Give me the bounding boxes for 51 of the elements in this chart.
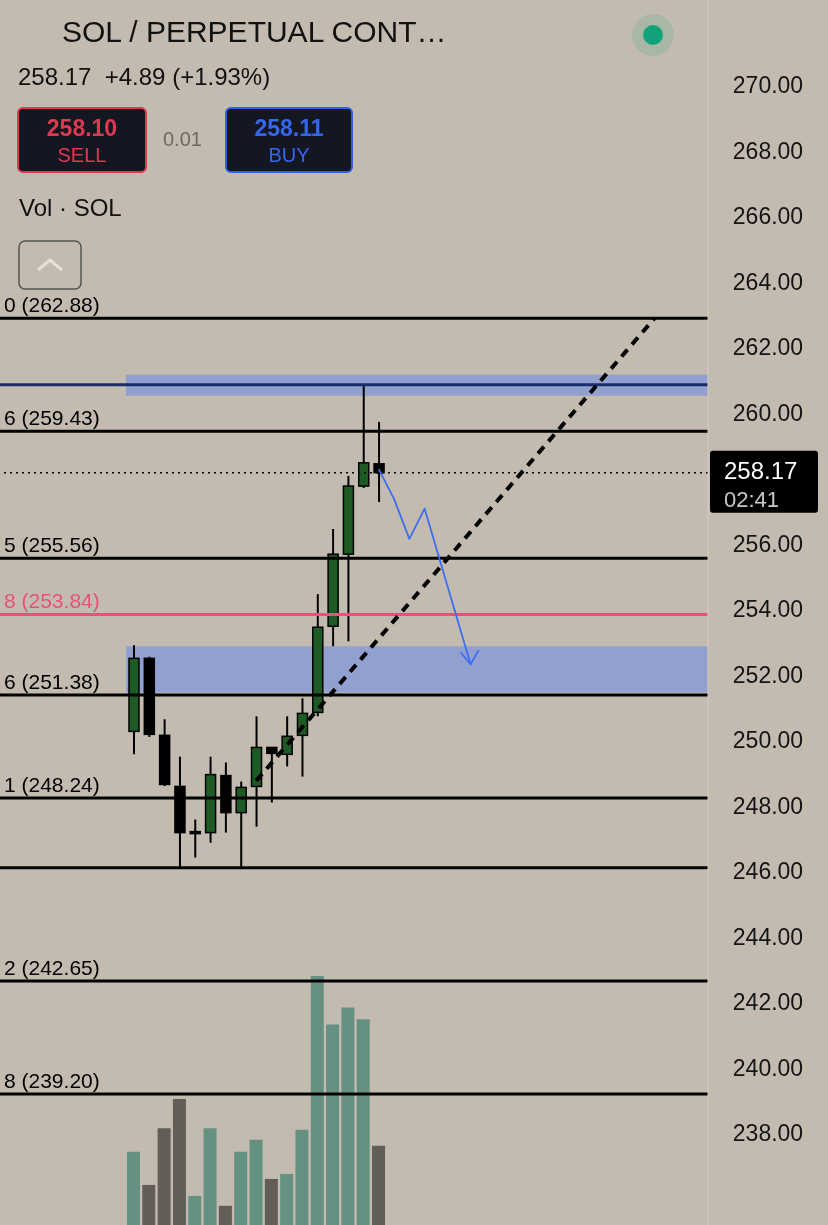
y-tick-label: 266.00 <box>732 203 804 230</box>
annotation: 258.11 <box>253 115 325 142</box>
ref-line-label: 2 (242.65) <box>4 955 100 979</box>
y-tick-label: 250.00 <box>732 727 804 754</box>
y-tick-label: 244.00 <box>732 923 804 950</box>
bar <box>218 1205 232 1225</box>
bar <box>326 1024 340 1225</box>
y-tick-label: 246.00 <box>732 858 804 885</box>
bar <box>188 1195 202 1225</box>
y-tick-label: 238.00 <box>732 1120 804 1147</box>
bar <box>356 1019 370 1225</box>
bar <box>157 1128 171 1225</box>
ref-line-label: 5 (255.56) <box>4 533 100 557</box>
y-tick-label: 252.00 <box>732 661 804 688</box>
text: SOL / PERPETUAL CONT… <box>62 15 447 49</box>
ref-line-label: 258.17 <box>724 456 798 484</box>
bar <box>280 1173 294 1225</box>
bar <box>264 1178 278 1225</box>
bar <box>341 1007 355 1225</box>
ref-line-label: 6 (259.43) <box>4 406 100 430</box>
text: Vol · SOL <box>19 194 122 222</box>
y-tick-label: 248.00 <box>732 792 804 819</box>
bar <box>203 1128 217 1225</box>
bar <box>295 1129 309 1225</box>
bar <box>249 1139 263 1225</box>
ref-line-label: 6 (251.38) <box>4 670 100 694</box>
y-tick-label: 268.00 <box>732 137 804 164</box>
y-tick-label: 262.00 <box>732 334 804 361</box>
ref-line-label: 0 (262.88) <box>4 293 100 317</box>
bar <box>172 1099 186 1225</box>
y-tick-label: 240.00 <box>732 1054 804 1081</box>
annotation: BUY <box>267 144 311 167</box>
y-tick-label: 256.00 <box>732 530 804 557</box>
y-tick-label: 264.00 <box>732 268 804 295</box>
sell-button: 258.10 SELL <box>17 107 147 173</box>
ref-line-label: 8 (253.84) <box>4 589 100 613</box>
annotation: 0.01 <box>163 128 202 151</box>
buy-button: 258.11 BUY <box>225 107 353 173</box>
y-tick-label: 260.00 <box>732 399 804 426</box>
bar <box>127 1151 140 1225</box>
text: 02:41 <box>724 486 780 512</box>
y-tick-label: 242.00 <box>732 989 804 1016</box>
ref-line-label: 8 (239.20) <box>4 1068 100 1092</box>
bar <box>234 1151 248 1225</box>
bar <box>310 976 324 1225</box>
text: 258.17 +4.89 (+1.93%) <box>18 63 271 91</box>
y-tick-label: 270.00 <box>732 72 804 99</box>
ref-line-label: 1 (248.24) <box>4 772 100 796</box>
bar <box>372 1145 386 1225</box>
bar <box>142 1184 156 1225</box>
y-tick-label: 254.00 <box>732 596 804 623</box>
